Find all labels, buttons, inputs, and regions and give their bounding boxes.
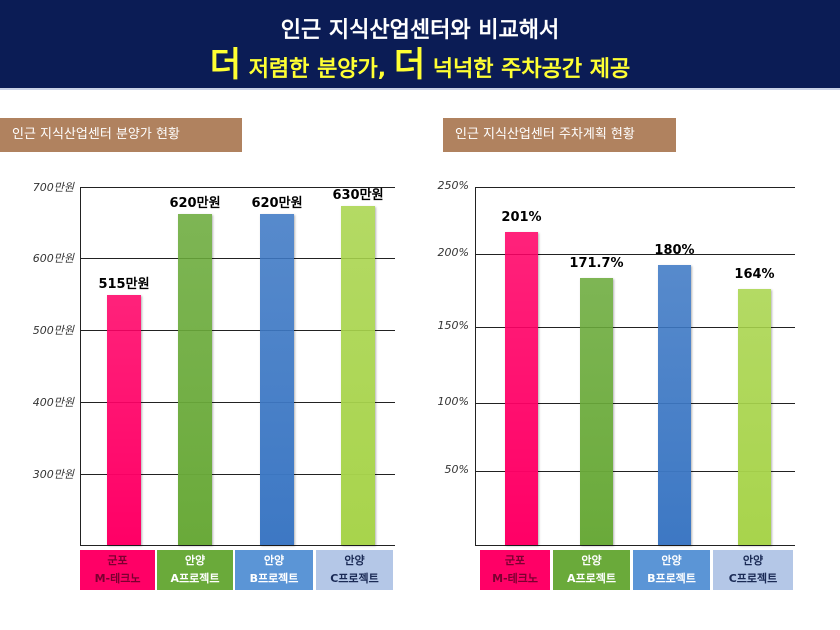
price-chart-title: 인근 지식산업센터 분양가 현황 — [0, 118, 242, 152]
data-label: 201% — [501, 210, 542, 226]
data-label: 630만원 — [332, 188, 384, 204]
category-label: 안양 C프로젝트 — [316, 550, 393, 590]
bar — [178, 213, 212, 545]
gridline — [80, 402, 395, 403]
y-tick-label: 700만원 — [32, 181, 74, 194]
y-tick-label: 250% — [437, 179, 469, 192]
data-label: 171.7% — [569, 255, 624, 271]
category-label-line: A프로젝트 — [567, 572, 616, 585]
data-label: 164% — [734, 267, 775, 283]
gridline — [475, 254, 795, 255]
category-label-line: 군포 — [504, 554, 526, 567]
gridline — [80, 330, 395, 331]
header-line1: 인근 지식산업센터와 비교해서 — [280, 18, 560, 43]
category-label-line: 안양 — [184, 554, 206, 567]
category-label-line: C프로젝트 — [330, 572, 379, 585]
y-axis — [475, 187, 476, 545]
gridline — [80, 187, 395, 188]
header-text-1: 저렴한 분양가, — [248, 57, 387, 82]
y-tick-label: 200% — [437, 246, 469, 259]
baseline — [80, 545, 395, 546]
category-label: 안양 C프로젝트 — [713, 550, 793, 590]
gridline — [475, 187, 795, 188]
category-label: 안양 A프로젝트 — [553, 550, 630, 590]
data-label: 180% — [654, 242, 695, 258]
category-label: 군포 M-테크노 — [80, 550, 155, 590]
category-label-line: 안양 — [263, 554, 285, 567]
parking-chart: 50% 100% 150% 200% 250% 201% 군포 M-테크노 171.7% 안양 A프… — [420, 179, 840, 600]
header-line2: 더 저렴한 분양가, 더 넉넉한 주차공간 제공 — [0, 48, 840, 83]
header-banner: 인근 지식산업센터와 비교해서 더 저렴한 분양가, 더 넉넉한 주차공간 제공 — [0, 0, 840, 90]
y-tick-label: 400만원 — [32, 396, 74, 409]
gridline — [80, 474, 395, 475]
category-label-line: 안양 — [344, 554, 365, 567]
gridline — [475, 403, 795, 404]
category-label: 군포 M-테크노 — [480, 550, 550, 590]
header-text-2: 넉넉한 주차공간 제공 — [432, 57, 631, 82]
bar — [505, 232, 538, 545]
y-tick-label: 600만원 — [32, 252, 74, 265]
bar — [341, 206, 375, 545]
category-label: 안양 B프로젝트 — [235, 550, 313, 590]
category-label-line: B프로젝트 — [249, 572, 299, 585]
bar — [107, 294, 141, 545]
category-label: 안양 B프로젝트 — [633, 550, 710, 590]
bar — [658, 264, 691, 545]
category-label-line: 안양 — [742, 554, 764, 567]
y-tick-label: 150% — [437, 319, 469, 332]
bar — [260, 213, 294, 545]
category-label-line: 안양 — [581, 554, 602, 567]
parking-chart-title: 인근 지식산업센터 주차계획 현황 — [443, 118, 676, 152]
bar — [738, 289, 771, 545]
emphasis-2: 더 — [393, 45, 426, 85]
category-label: 안양 A프로젝트 — [157, 550, 233, 590]
gridline — [80, 258, 395, 259]
y-tick-label: 50% — [444, 463, 469, 476]
category-label-line: A프로젝트 — [170, 572, 220, 585]
y-tick-label: 300만원 — [32, 468, 74, 481]
data-label: 620만원 — [251, 195, 303, 211]
category-label-line: 군포 — [107, 554, 128, 567]
y-tick-label: 100% — [437, 395, 469, 408]
baseline — [475, 545, 795, 546]
category-label-line: M-테크노 — [492, 572, 538, 585]
emphasis-1: 더 — [209, 45, 242, 85]
category-label-line: B프로젝트 — [647, 572, 696, 585]
y-tick-label: 500만원 — [32, 324, 74, 337]
category-label-line: C프로젝트 — [728, 572, 778, 585]
category-label-line: 안양 — [661, 554, 682, 567]
gridline — [475, 471, 795, 472]
data-label: 515만원 — [98, 276, 150, 292]
gridline — [475, 327, 795, 328]
y-axis — [80, 187, 81, 545]
category-label-line: M-테크노 — [94, 572, 141, 585]
bar — [580, 277, 613, 545]
data-label: 620만원 — [169, 195, 221, 211]
